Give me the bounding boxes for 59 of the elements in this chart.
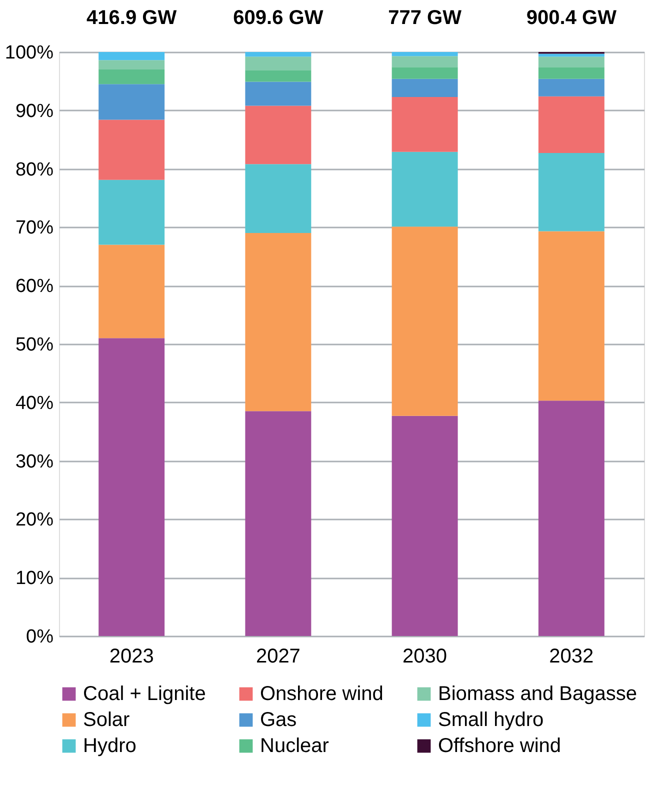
bar xyxy=(538,153,604,232)
legend-label: Solar xyxy=(83,709,130,731)
legend-label: Hydro xyxy=(83,735,136,757)
y-tick-label: 80% xyxy=(15,159,54,180)
bar xyxy=(538,78,604,96)
x-tick-label: 2030 xyxy=(402,646,448,668)
y-tick-label: 60% xyxy=(15,276,54,298)
y-tick-label: 10% xyxy=(15,568,54,590)
y-tick-label: 100% xyxy=(4,42,54,64)
y-tick-label: 40% xyxy=(15,392,54,414)
y-tick-label: 0% xyxy=(26,626,54,648)
y-tick-label: 50% xyxy=(15,334,54,356)
bar xyxy=(392,56,458,68)
y-tick-label: 70% xyxy=(15,218,54,239)
bar xyxy=(98,84,165,120)
y-tick-label: 20% xyxy=(15,510,54,531)
x-tick-label: 2023 xyxy=(109,646,154,668)
x-tick-label: 2032 xyxy=(549,646,594,668)
bar xyxy=(245,164,312,234)
legend-label: Gas xyxy=(260,709,297,731)
x-tick-label: 2027 xyxy=(256,646,300,668)
legend-label: Biomass and Bagasse xyxy=(438,683,638,705)
bar xyxy=(98,338,165,636)
bar xyxy=(392,78,458,97)
legend-label: Offshore wind xyxy=(438,735,562,757)
bar xyxy=(392,152,458,227)
legend-label: Onshore wind xyxy=(260,683,384,705)
bar xyxy=(392,52,458,56)
bar xyxy=(245,106,312,164)
bar xyxy=(538,56,604,68)
bar xyxy=(245,233,312,412)
bar xyxy=(98,70,165,84)
bar xyxy=(538,67,604,79)
bar xyxy=(392,226,458,416)
bar xyxy=(538,96,604,154)
y-tick-label: 30% xyxy=(15,451,54,472)
y-tick-label: 90% xyxy=(15,100,54,122)
text: 609.6 GW xyxy=(233,7,324,29)
text: 416.9 GW xyxy=(86,7,177,29)
bar xyxy=(392,67,458,79)
bar xyxy=(392,416,458,636)
bar xyxy=(245,82,312,106)
bar xyxy=(98,120,165,180)
bar xyxy=(392,96,458,152)
bar xyxy=(538,231,604,401)
bar xyxy=(245,411,312,636)
bar xyxy=(98,52,165,60)
legend-label: Small hydro xyxy=(438,709,544,731)
bar xyxy=(98,244,165,338)
bar xyxy=(245,56,312,70)
legend-label: Coal + Lignite xyxy=(83,683,206,705)
bar xyxy=(245,52,312,57)
text: 900.4 GW xyxy=(526,7,617,29)
text: 777 GW xyxy=(388,7,462,29)
bar xyxy=(538,400,604,636)
bar xyxy=(98,180,165,245)
bar xyxy=(98,60,165,70)
bar xyxy=(245,70,312,82)
legend-label: Nuclear xyxy=(260,735,330,757)
